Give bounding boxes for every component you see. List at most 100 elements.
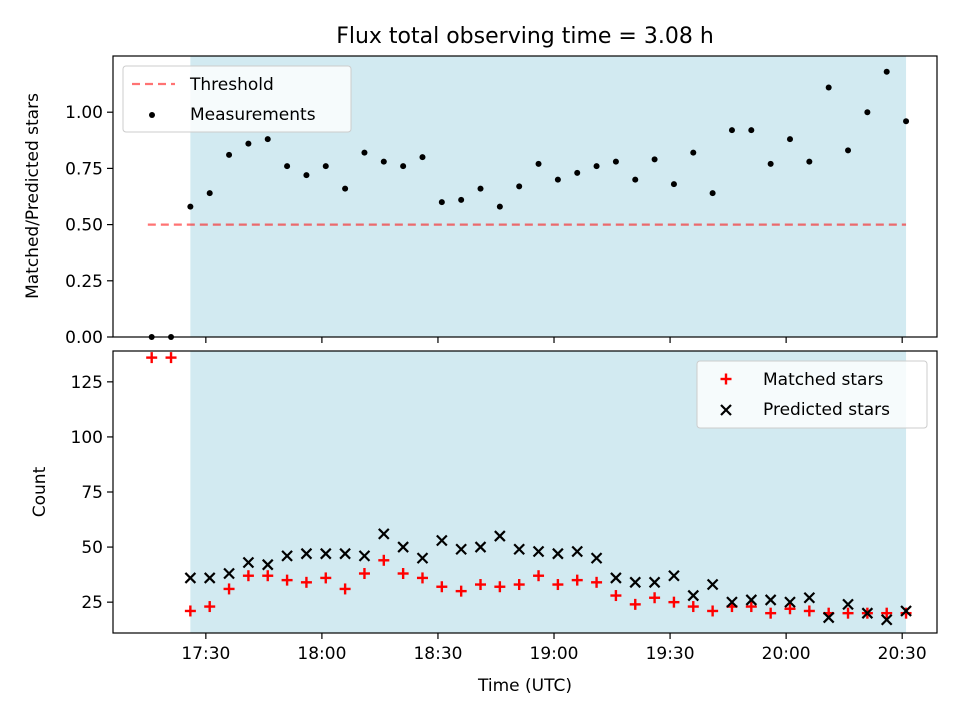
x-axis-label: Time (UTC) (477, 676, 572, 696)
predicted-star-point (242, 556, 255, 569)
measurement-point (400, 163, 407, 170)
matched-star-point (629, 598, 641, 610)
predicted-star-point (552, 547, 564, 560)
measurement-point (342, 185, 349, 192)
predicted-star-point (319, 547, 332, 560)
legend-measurements-label: Measurements (190, 105, 316, 125)
matched-star-point (571, 574, 583, 586)
measurement-point (883, 68, 890, 75)
matched-star-point (300, 576, 312, 588)
bottom-legend: Matched stars Predicted stars (696, 360, 928, 429)
measurement-point (709, 190, 716, 197)
matched-star-point (765, 607, 777, 619)
matched-star-point (649, 592, 661, 604)
matched-stars-series (146, 352, 912, 619)
y-tick-label: 100 (71, 428, 103, 448)
x-tick-label: 19:00 (530, 644, 579, 664)
legend-predicted-swatch (720, 404, 732, 416)
predicted-star-point (378, 528, 390, 540)
predicted-star-point (532, 545, 545, 558)
x-tick-label: 19:30 (646, 644, 695, 664)
predicted-star-point (706, 578, 719, 591)
predicted-star-point (764, 594, 777, 606)
y-tick-label: 0.00 (65, 328, 103, 348)
measurement-point (651, 156, 658, 163)
measurement-point (612, 158, 619, 165)
measurement-point (632, 176, 639, 183)
x-tick-label: 18:00 (297, 644, 346, 664)
predicted-star-point (397, 541, 409, 553)
predicted-star-point (803, 591, 816, 604)
predicted-star-point (842, 598, 854, 611)
matched-star-point (707, 605, 719, 617)
top-y-axis: 0.00 0.25 0.50 0.75 1.00 (65, 103, 113, 348)
matched-star-point (668, 596, 680, 608)
matched-star-point (842, 607, 854, 619)
measurement-point (245, 140, 252, 147)
legend-predicted-label: Predicted stars (763, 400, 890, 420)
predicted-star-point (668, 569, 680, 582)
measurement-point (593, 163, 600, 170)
matched-star-point (784, 603, 796, 615)
matched-star-point (204, 601, 216, 613)
measurement-point (361, 149, 368, 156)
matched-star-point (513, 579, 525, 591)
measurement-point (806, 158, 813, 165)
measurement-point (303, 172, 310, 179)
predicted-star-point (184, 572, 197, 584)
measurement-point (845, 147, 852, 154)
matched-star-point (687, 601, 699, 613)
matched-star-point (262, 570, 274, 582)
predicted-star-point (590, 552, 603, 564)
matched-star-point (416, 572, 428, 584)
y-tick-label: 0.75 (65, 159, 103, 179)
matched-star-point (475, 579, 487, 591)
predicted-star-point (861, 607, 874, 619)
predicted-star-point (436, 534, 448, 547)
matched-star-point (803, 605, 815, 617)
predicted-star-point (513, 543, 525, 556)
bottom-x-axis: 17:30 18:00 18:30 19:00 19:30 20:00 20:30 (181, 633, 927, 664)
measurement-point (690, 149, 697, 156)
x-tick-label: 20:00 (762, 644, 811, 664)
y-tick-label: 125 (71, 373, 103, 393)
matched-star-point (436, 581, 448, 593)
measurement-point (322, 163, 329, 170)
legend-predicted-marker (720, 404, 732, 416)
predicted-star-point (494, 530, 506, 542)
predicted-star-point (629, 576, 642, 589)
measurement-point (458, 196, 465, 203)
y-tick-label: 50 (81, 538, 103, 558)
predicted-star-point (281, 550, 293, 562)
matched-star-point (610, 590, 622, 602)
measurement-point (496, 203, 503, 210)
matched-star-point (552, 579, 564, 591)
measurement-point (226, 151, 233, 158)
measurement-point (380, 158, 387, 165)
measurement-point (206, 190, 213, 197)
legend-matched-swatch (720, 373, 732, 385)
legend-threshold-label: Threshold (189, 75, 274, 95)
measurement-point (786, 136, 793, 143)
bottom-panel: 25 50 75 100 125 17:30 18:00 18:30 19:00 19:30 20… (30, 350, 938, 696)
bottom-y-axis: 25 50 75 100 125 (71, 373, 113, 613)
predicted-star-point (223, 567, 235, 580)
matched-star-point (881, 607, 893, 619)
matched-star-point (320, 572, 332, 584)
measurement-point (728, 127, 735, 134)
top-legend-box (122, 65, 352, 133)
measurement-point (670, 181, 677, 188)
measurement-point (748, 127, 755, 134)
matched-star-point (242, 570, 254, 582)
matched-star-point (339, 583, 351, 595)
legend-measurements-swatch (149, 112, 155, 118)
predicted-star-point (648, 576, 661, 589)
y-tick-label: 0.25 (65, 272, 103, 292)
matched-star-point (591, 576, 603, 588)
y-tick-label: 1.00 (65, 103, 103, 123)
x-tick-label: 17:30 (181, 644, 230, 664)
predicted-star-point (610, 572, 622, 584)
predicted-star-point (687, 589, 700, 602)
measurement-point (825, 84, 832, 91)
top-axes-frame (112, 55, 938, 338)
